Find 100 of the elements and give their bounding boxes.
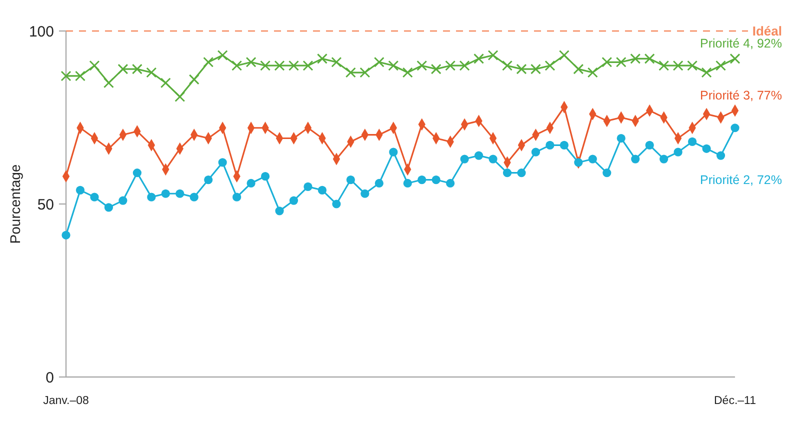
- point: [217, 50, 228, 60]
- point: [573, 64, 584, 74]
- point: [246, 56, 256, 68]
- point: [502, 60, 513, 71]
- point: [430, 64, 442, 74]
- point: [275, 206, 284, 216]
- point: [331, 56, 342, 68]
- point: [445, 60, 456, 71]
- point: [701, 67, 712, 78]
- point: [516, 64, 527, 74]
- point: [418, 175, 426, 184]
- point: [403, 178, 412, 188]
- point: [76, 186, 85, 194]
- point: [176, 189, 184, 198]
- point: [616, 134, 626, 143]
- point: [147, 192, 156, 202]
- point: [302, 60, 314, 71]
- point: [104, 203, 114, 212]
- point: [332, 200, 341, 208]
- point: [672, 60, 684, 71]
- point: [687, 60, 698, 71]
- point: [644, 53, 655, 64]
- point: [674, 148, 682, 156]
- point: [360, 189, 370, 198]
- point: [74, 70, 86, 82]
- point: [118, 196, 128, 205]
- point: [488, 50, 498, 60]
- point: [602, 56, 612, 68]
- point: [416, 60, 428, 71]
- point: [587, 67, 598, 78]
- point: [474, 53, 484, 64]
- point: [118, 64, 128, 74]
- point: [702, 144, 711, 153]
- y-axis-title: Pourcentage: [7, 164, 23, 244]
- point: [558, 50, 570, 60]
- point: [716, 60, 726, 71]
- point: [60, 70, 72, 82]
- point: [631, 154, 640, 164]
- point: [318, 186, 327, 194]
- point: [374, 56, 384, 68]
- point: [402, 67, 413, 78]
- point: [730, 124, 740, 132]
- point: [531, 148, 540, 156]
- series-label: Priorité 2, 72%: [700, 172, 782, 187]
- point: [232, 60, 242, 71]
- ref-line-label: Idéal: [752, 24, 782, 39]
- point: [304, 182, 312, 191]
- y-tick-label: 0: [46, 369, 54, 386]
- point: [89, 60, 100, 71]
- point: [346, 175, 355, 184]
- point: [62, 230, 70, 240]
- point: [474, 151, 484, 160]
- point: [546, 140, 554, 150]
- point: [488, 154, 498, 164]
- point: [90, 192, 99, 202]
- point: [146, 67, 157, 78]
- point: [218, 158, 227, 167]
- point: [188, 74, 200, 85]
- point: [588, 154, 597, 164]
- point: [160, 78, 171, 88]
- point: [530, 64, 541, 74]
- point: [630, 53, 641, 64]
- point: [161, 189, 170, 198]
- point: [289, 196, 298, 205]
- point: [544, 60, 556, 71]
- point: [730, 53, 740, 64]
- point: [103, 78, 114, 88]
- x-tick-label: Déc.–11: [714, 395, 756, 407]
- point: [203, 56, 214, 68]
- point: [602, 168, 612, 178]
- point: [688, 137, 697, 146]
- point: [616, 56, 626, 68]
- point: [274, 60, 285, 71]
- point: [388, 60, 399, 71]
- y-tick-label: 100: [28, 23, 54, 40]
- point: [345, 67, 356, 78]
- point: [260, 172, 270, 181]
- point: [288, 60, 299, 71]
- point: [645, 140, 654, 150]
- point: [360, 67, 370, 78]
- series-label: Priorité 3, 77%: [700, 88, 782, 103]
- series-label: Priorité 4, 92%: [700, 36, 782, 51]
- point: [132, 64, 142, 74]
- point: [316, 53, 328, 64]
- x-tick-label: Janv.–08: [43, 395, 89, 407]
- point: [560, 140, 568, 150]
- point: [374, 178, 384, 188]
- point: [517, 168, 526, 178]
- point: [174, 91, 186, 102]
- point: [246, 178, 256, 188]
- point: [190, 192, 198, 202]
- point: [204, 175, 213, 184]
- point: [432, 175, 440, 184]
- point: [232, 192, 242, 202]
- point: [389, 148, 398, 156]
- point: [658, 60, 670, 71]
- point: [660, 154, 668, 164]
- point: [459, 60, 470, 71]
- y-tick-label: 50: [37, 196, 54, 214]
- point: [716, 151, 726, 160]
